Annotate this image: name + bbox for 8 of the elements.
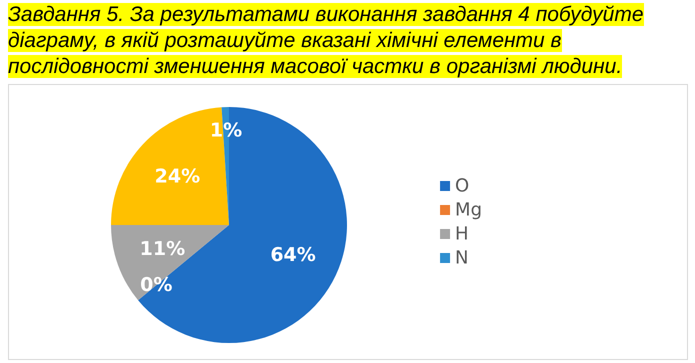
legend-label: N: [455, 248, 469, 268]
legend-label: O: [455, 176, 470, 196]
data-label: 24%: [154, 166, 200, 188]
data-label: 64%: [270, 244, 316, 266]
data-label: 11%: [140, 238, 186, 260]
legend-label: H: [455, 224, 469, 244]
chart-title: Завдання 5. За результатами виконання завдання 4 побудуйте діаграму, в якій розташуйте вказані хімічні елементи в послідовності зменшення масової частки в організмі людини.: [8, 3, 644, 78]
legend-label: Mg: [455, 200, 482, 220]
